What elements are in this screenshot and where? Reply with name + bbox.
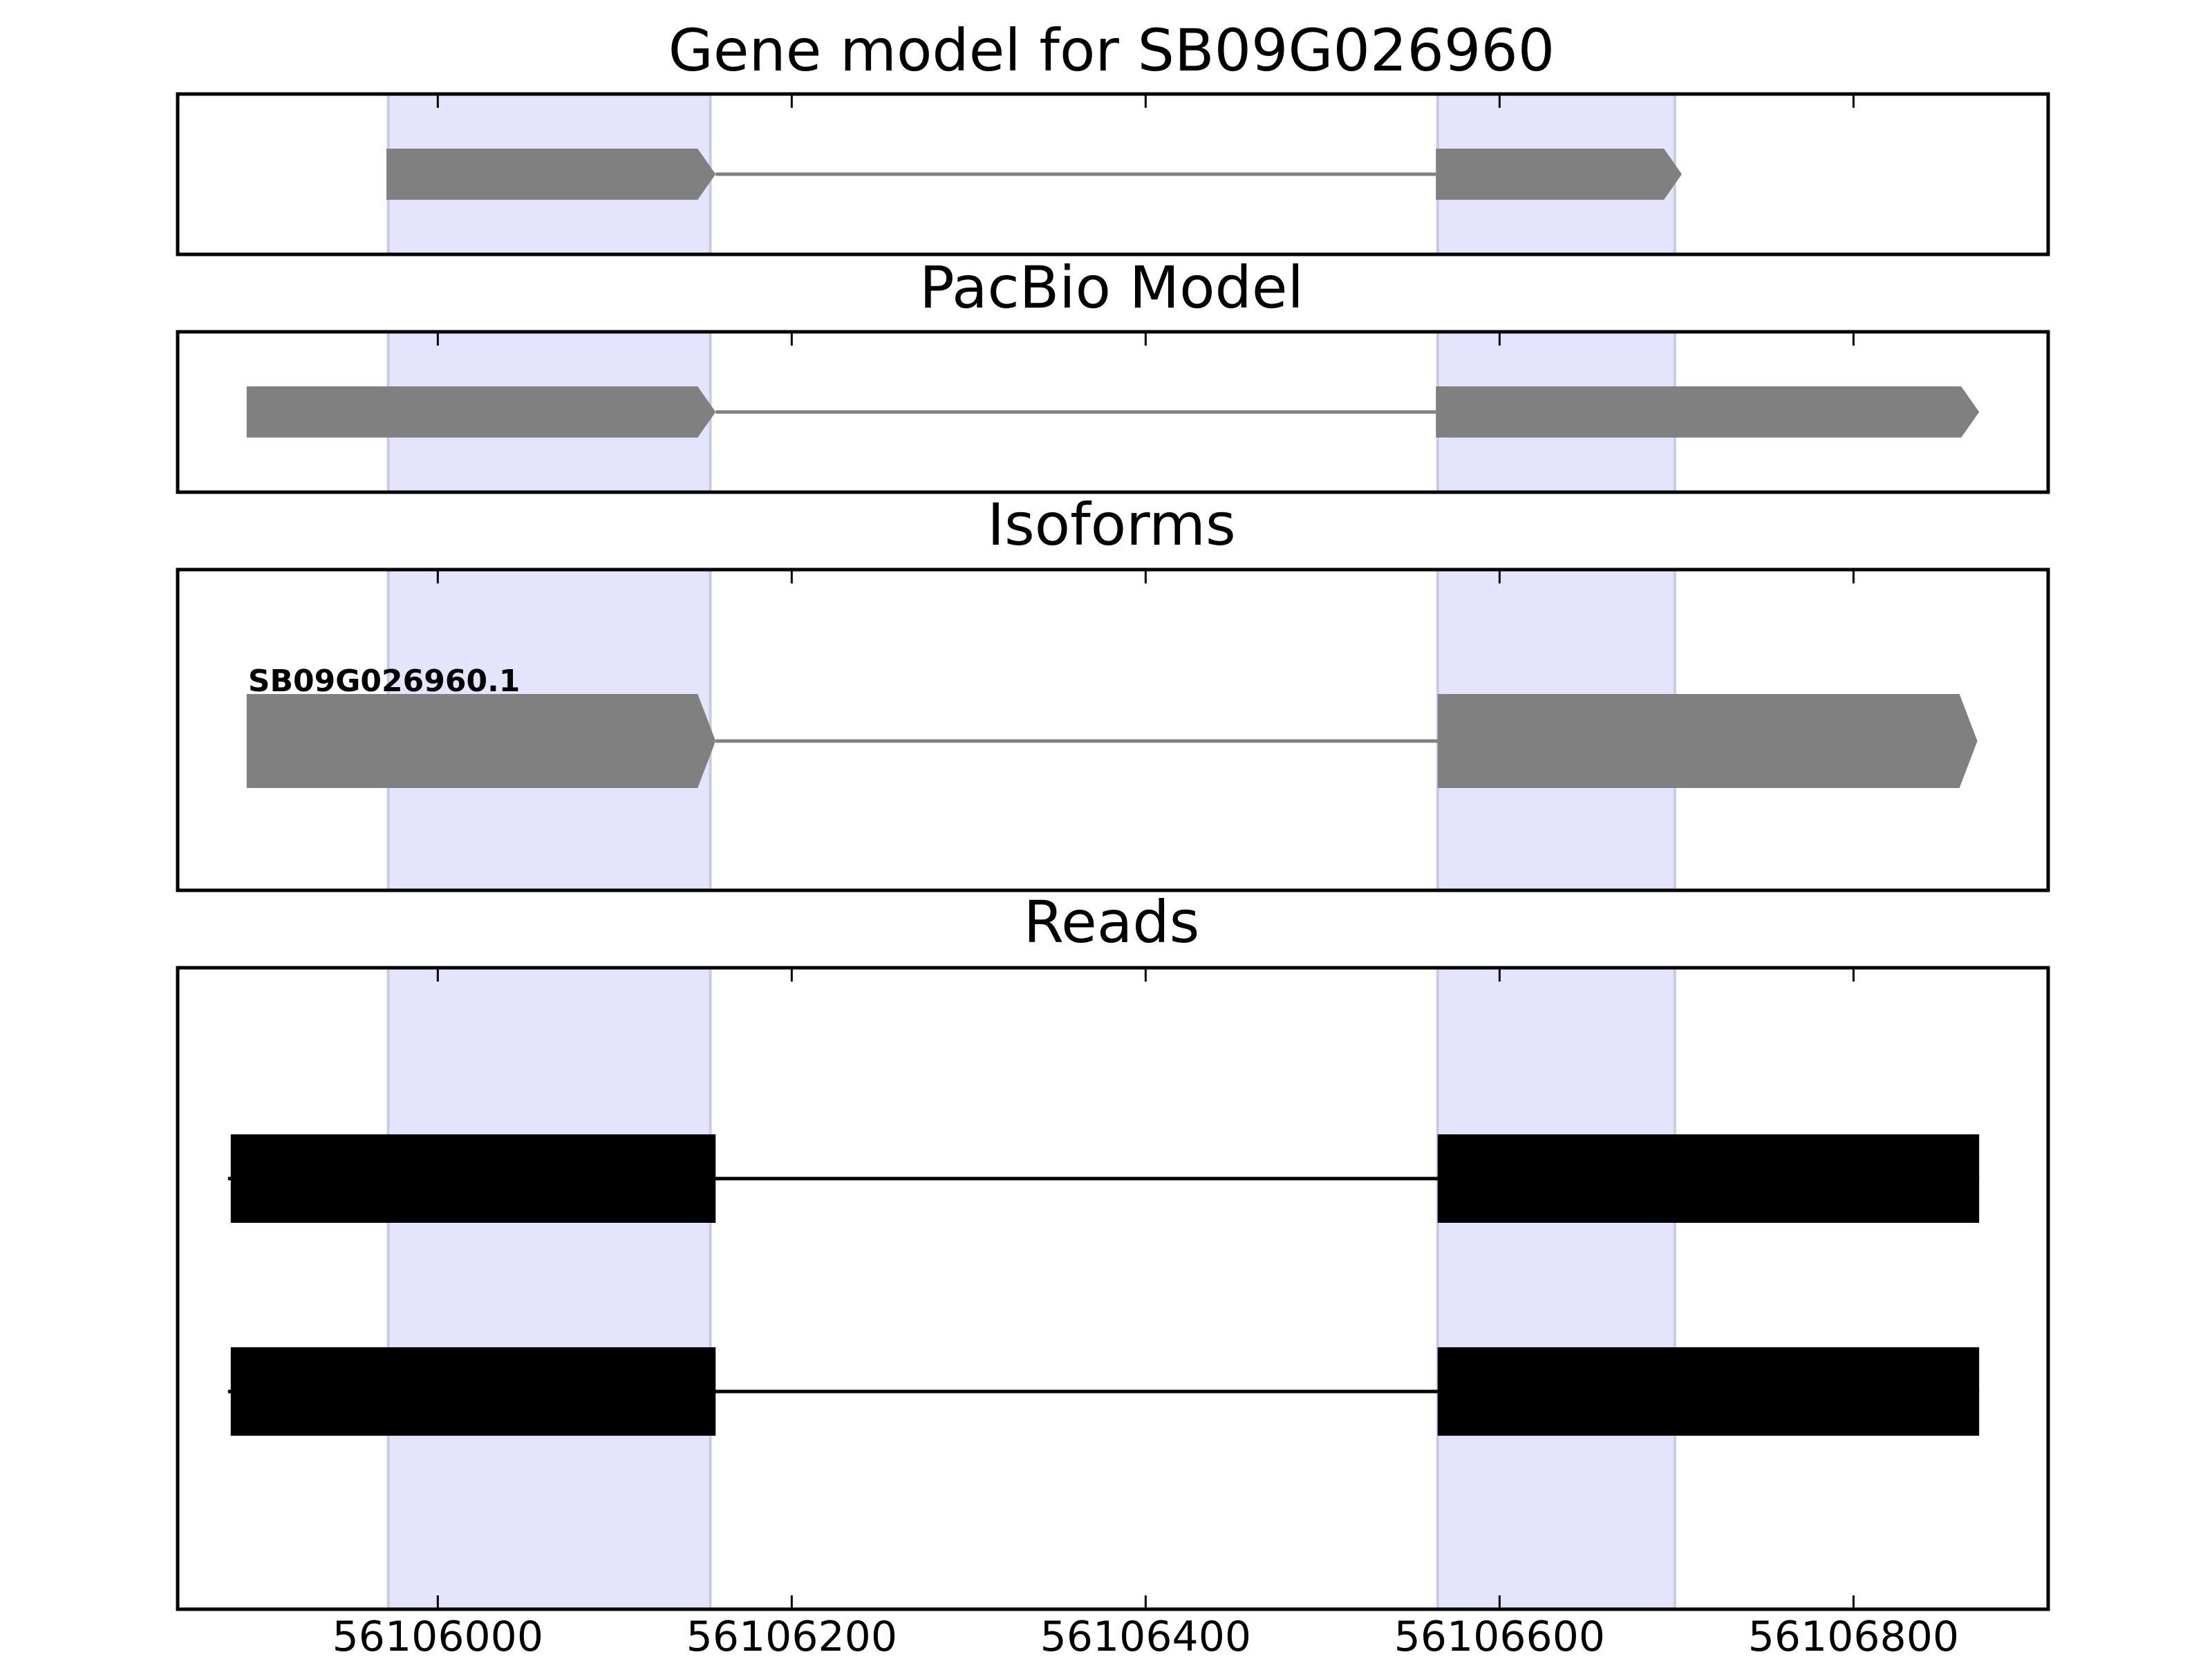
exon bbox=[386, 149, 716, 200]
exon bbox=[1437, 694, 1978, 788]
exon bbox=[1436, 149, 1683, 200]
panel-gene-model bbox=[176, 92, 2050, 256]
isoform-label: SB09G026960.1 bbox=[248, 664, 521, 699]
pacbio-model-exons bbox=[246, 386, 1980, 438]
x-tick-label: 56106400 bbox=[1040, 1613, 1251, 1659]
panel-pacbio-model bbox=[176, 330, 2050, 494]
highlight-layer bbox=[386, 966, 1676, 1611]
highlight-band bbox=[1436, 966, 1676, 1611]
x-axis-tick-labels: 56106000 56106200 56106400 56106600 5610… bbox=[332, 1613, 1959, 1659]
panel-reads bbox=[176, 966, 2050, 1611]
exon bbox=[246, 386, 716, 438]
top-ticks bbox=[436, 332, 1855, 346]
read-blocks bbox=[227, 1134, 1980, 1436]
top-ticks bbox=[436, 968, 1855, 982]
x-tick-label: 56106000 bbox=[332, 1613, 543, 1659]
top-ticks bbox=[436, 94, 1855, 108]
highlight-band bbox=[386, 966, 712, 1611]
panel-frame bbox=[176, 568, 2050, 892]
x-tick-label: 56106800 bbox=[1748, 1613, 1959, 1659]
x-tick-label: 56106600 bbox=[1394, 1613, 1605, 1659]
read-block bbox=[1437, 1134, 1980, 1223]
read-block bbox=[230, 1347, 716, 1436]
title-isoforms: Isoforms bbox=[987, 491, 1236, 559]
top-ticks bbox=[436, 570, 1855, 583]
panel-frame bbox=[176, 92, 2050, 256]
exon bbox=[1436, 386, 1980, 438]
exon bbox=[246, 694, 716, 788]
read-block bbox=[230, 1134, 716, 1223]
gene-model-exons bbox=[386, 149, 1683, 200]
x-tick-label: 56106200 bbox=[686, 1613, 897, 1659]
title-pacbio-model: PacBio Model bbox=[919, 254, 1304, 321]
bottom-ticks bbox=[436, 1595, 1855, 1609]
title-gene-model: Gene model for SB09G026960 bbox=[668, 17, 1555, 84]
isoform-exons bbox=[246, 694, 1978, 788]
read-block bbox=[1437, 1347, 1980, 1436]
panel-frame bbox=[176, 966, 2050, 1611]
title-reads: Reads bbox=[1024, 888, 1200, 956]
panel-isoforms: SB09G026960.1 bbox=[176, 568, 2050, 892]
panel-frame bbox=[176, 330, 2050, 494]
